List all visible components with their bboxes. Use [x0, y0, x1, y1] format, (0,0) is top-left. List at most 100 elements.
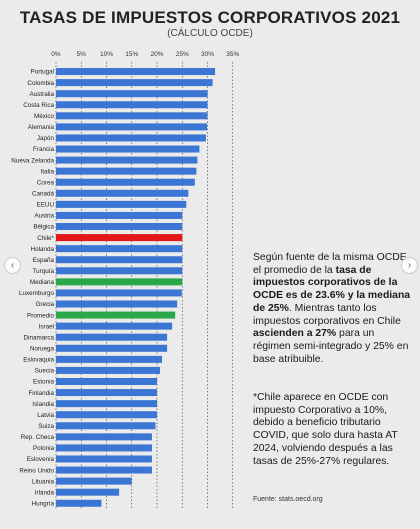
category-label: Latvia [37, 412, 54, 419]
bar [56, 466, 152, 474]
category-label: Holanda [31, 246, 55, 253]
note-part2: . Mientras tanto los impuestos corporati… [253, 302, 401, 327]
bar [56, 68, 216, 76]
category-label: México [34, 113, 54, 120]
category-label: Dinamarca [24, 334, 55, 341]
bar [56, 112, 208, 120]
bar [56, 245, 183, 253]
bar [56, 411, 157, 419]
category-label: Promedio [27, 312, 54, 319]
x-tick-label: 10% [100, 51, 113, 58]
x-tick-label: 15% [125, 51, 138, 58]
category-label: Chile* [37, 235, 54, 242]
x-tick-label: 30% [201, 51, 214, 58]
x-tick-label: 20% [150, 51, 163, 58]
bar [56, 267, 183, 275]
bar [56, 355, 163, 363]
category-label: Israel [39, 323, 54, 330]
bar [56, 123, 207, 131]
bar [56, 377, 157, 385]
category-label: Luxemburgo [19, 290, 55, 297]
bar [56, 79, 213, 87]
bar [56, 366, 161, 374]
note-part1: Según fuente de la misma OCDE, el promed… [253, 252, 410, 276]
x-tick-label: 25% [176, 51, 189, 58]
category-label: Eslovaquia [23, 357, 54, 364]
source-text: Fuente: stats.oecd.org [253, 496, 323, 503]
bar [56, 455, 152, 463]
category-label: Mediana [30, 279, 55, 286]
category-label: Italia [41, 168, 55, 175]
explanation-text: Según fuente de la misma OCDE, el promed… [253, 252, 413, 366]
bar [56, 389, 157, 397]
category-label: Costa Rica [23, 102, 54, 109]
bar [56, 178, 195, 186]
bar [56, 189, 189, 197]
chevron-right-icon[interactable]: › [401, 257, 418, 274]
note-bold1: tasa de impuestos corporativos de la OCD… [253, 264, 411, 314]
bar [56, 156, 198, 164]
category-label: Islandia [32, 401, 54, 408]
category-label: Nueva Zelanda [11, 157, 54, 164]
bar [56, 433, 152, 441]
category-label: Canadá [32, 191, 55, 198]
bar [56, 422, 156, 430]
bar [56, 477, 132, 485]
bar [56, 90, 208, 98]
category-label: Corea [37, 179, 55, 186]
bar [56, 311, 176, 319]
bar [56, 234, 183, 242]
category-label: Turquía [33, 268, 55, 275]
note-bold2: ascienden a 27% [253, 328, 337, 340]
x-tick-label: 35% [226, 51, 239, 58]
bar [56, 344, 168, 352]
category-label: Austria [34, 213, 54, 220]
category-label: Finlandia [28, 390, 54, 397]
category-label: Grecia [35, 301, 54, 308]
bar [56, 499, 102, 507]
bar [56, 145, 200, 153]
bar [56, 400, 157, 408]
category-label: Rep. Checa [21, 434, 55, 441]
category-label: Polonia [33, 445, 55, 452]
bar [56, 167, 197, 175]
x-tick-label: 0% [51, 51, 61, 58]
category-label: Francia [33, 146, 54, 153]
category-label: Portugal [31, 69, 54, 76]
category-label: Irlanda [35, 489, 55, 496]
bar [56, 223, 183, 231]
bar [56, 444, 152, 452]
category-label: Lituania [32, 478, 55, 485]
bar [56, 289, 182, 297]
category-label: España [33, 257, 55, 264]
bar [56, 322, 173, 330]
chevron-left-icon[interactable]: ‹ [4, 257, 21, 274]
category-label: Suecia [35, 368, 55, 375]
page-title: TASAS DE IMPUESTOS CORPORATIVOS 2021 [19, 8, 401, 27]
category-label: Eslovenia [27, 456, 55, 463]
category-label: Bélgica [33, 224, 54, 231]
category-label: Japón [37, 135, 55, 142]
page-subtitle: (CÁLCULO OCDE) [167, 28, 253, 39]
category-label: Hungría [32, 500, 55, 507]
category-label: Suiza [38, 423, 54, 430]
category-label: Australia [30, 91, 55, 98]
chile-footnote: *Chile aparece en OCDE con impuesto Corp… [253, 392, 398, 467]
bar [56, 300, 178, 308]
note-part3: para un régimen semi-integrado y 25% en … [253, 328, 409, 365]
bar [56, 211, 183, 219]
category-label: Estonia [33, 379, 55, 386]
category-label: EEUU [37, 202, 55, 209]
category-label: Reino Unido [19, 467, 54, 474]
category-label: Colombia [27, 80, 54, 87]
bar [56, 488, 120, 496]
bar [56, 278, 183, 286]
bar [56, 333, 168, 341]
bar [56, 134, 206, 142]
bar [56, 256, 183, 264]
category-label: Alemania [28, 124, 55, 131]
x-tick-label: 5% [77, 51, 87, 58]
bar [56, 101, 208, 109]
category-label: Noruega [30, 345, 55, 352]
